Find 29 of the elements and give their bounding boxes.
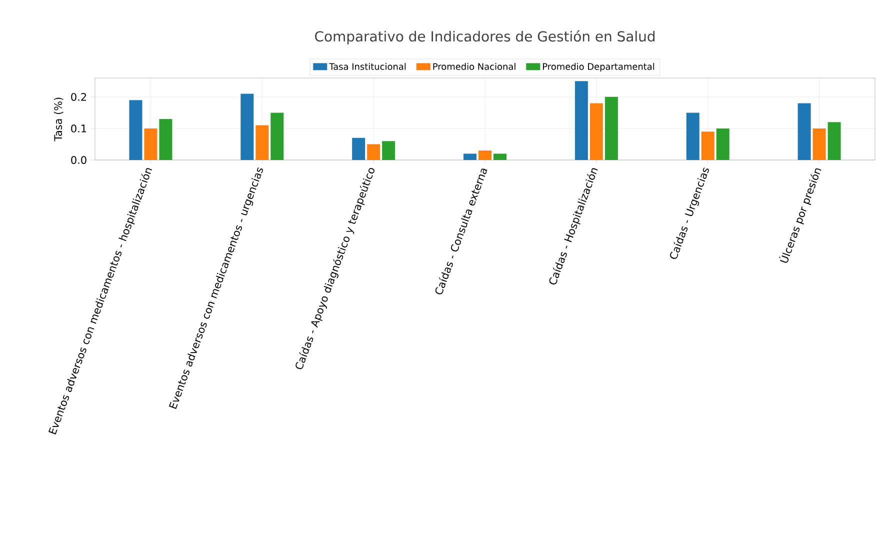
y-tick-label: 0.0 <box>71 156 86 164</box>
bar <box>352 138 366 160</box>
bar <box>716 128 730 160</box>
bar <box>604 96 618 160</box>
bar <box>828 122 841 160</box>
bar <box>701 132 714 160</box>
bar <box>493 154 506 160</box>
chart-title: Comparativo de Indicadores de Gestión en Salud <box>315 30 655 44</box>
bar <box>574 81 588 160</box>
bar <box>464 154 477 160</box>
bar <box>812 128 826 160</box>
y-tick-label: 0.1 <box>71 124 86 132</box>
bar <box>144 128 158 160</box>
bar <box>798 103 811 160</box>
y-tick-label: 0.2 <box>71 92 86 101</box>
y-axis-title: Tasa (%) <box>54 98 64 142</box>
bar <box>382 141 396 160</box>
bar <box>270 112 284 160</box>
bar <box>256 125 269 160</box>
bar <box>478 150 492 160</box>
bar <box>367 144 380 160</box>
legend-label: Promedio Departamental <box>543 62 654 72</box>
bar <box>129 100 142 160</box>
bar <box>240 94 254 160</box>
bar <box>159 119 172 160</box>
legend-label: Tasa Institucional <box>329 62 406 70</box>
bar <box>686 112 700 160</box>
legend-label: Promedio Nacional <box>433 62 516 70</box>
bar <box>590 103 603 160</box>
